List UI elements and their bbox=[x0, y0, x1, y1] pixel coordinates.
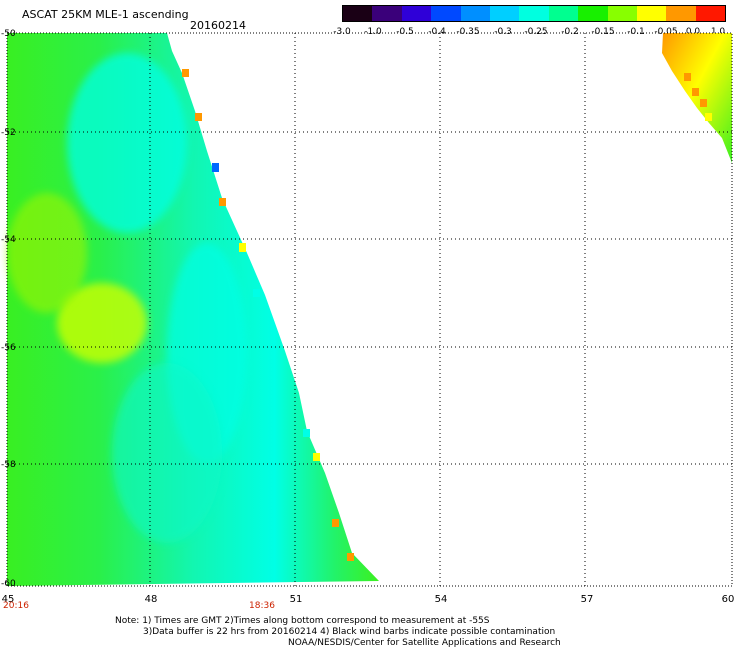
colorbar-label: -0.25 bbox=[524, 27, 548, 37]
colorbar-segment bbox=[578, 6, 608, 21]
lon-label: 45 bbox=[1, 594, 15, 605]
edge-pixel bbox=[182, 69, 189, 77]
colorbar-label: -3.0 bbox=[333, 27, 351, 37]
colorbar-label: -0.2 bbox=[561, 27, 579, 37]
colorbar-segment bbox=[666, 6, 696, 21]
lon-label: 54 bbox=[434, 594, 448, 605]
edge-pixel bbox=[705, 113, 712, 121]
map-date: 20160214 bbox=[190, 19, 246, 32]
cyan-band-lower bbox=[112, 363, 222, 543]
time-label: 18:36 bbox=[249, 601, 275, 611]
yellow-patch bbox=[57, 283, 147, 363]
colorbar-segment bbox=[519, 6, 549, 21]
colorbar-label: -0.1 bbox=[627, 27, 645, 37]
data-swath-right bbox=[662, 33, 732, 163]
colorbar-label: -0.35 bbox=[456, 27, 480, 37]
colorbar-segment bbox=[431, 6, 461, 21]
colorbar-segment bbox=[401, 6, 432, 21]
colorbar-segment bbox=[372, 6, 402, 21]
colorbar-segment bbox=[460, 6, 490, 21]
edge-pixel bbox=[313, 453, 320, 461]
colorbar-segment bbox=[636, 6, 667, 21]
edge-pixel bbox=[219, 198, 226, 206]
lime-patch bbox=[7, 193, 87, 313]
graticule bbox=[7, 33, 732, 586]
lat-label: -56 bbox=[1, 343, 16, 353]
note-line: 3)Data buffer is 22 hrs from 20160214 4)… bbox=[143, 627, 556, 637]
lon-label: 60 bbox=[721, 594, 735, 605]
edge-pixel bbox=[253, 289, 260, 297]
colorbar-segment bbox=[343, 6, 373, 21]
edge-pixel bbox=[692, 88, 699, 96]
colorbar-segment bbox=[489, 6, 520, 21]
edge-pixel bbox=[347, 553, 354, 561]
edge-pixel bbox=[700, 99, 707, 107]
edge-pixel bbox=[239, 243, 246, 252]
time-label: 20:16 bbox=[3, 601, 29, 611]
colorbar-segment bbox=[548, 6, 579, 21]
note-line: Note: 1) Times are GMT 2)Times along bot… bbox=[115, 616, 490, 626]
colorbar bbox=[342, 5, 726, 22]
colorbar-label: -0.4 bbox=[428, 27, 446, 37]
lon-label: 51 bbox=[289, 594, 303, 605]
edge-pixel bbox=[195, 113, 202, 121]
map-title: ASCAT 25KM MLE-1 ascending bbox=[22, 8, 189, 21]
colorbar-label: -0.15 bbox=[591, 27, 615, 37]
lon-label: 48 bbox=[144, 594, 158, 605]
edge-pixel bbox=[684, 73, 691, 81]
colorbar-label: -1.0 bbox=[364, 27, 382, 37]
colorbar-label: -0.5 bbox=[396, 27, 414, 37]
colorbar-label: -0.3 bbox=[494, 27, 512, 37]
lat-label: -60 bbox=[1, 579, 16, 589]
edge-pixel bbox=[212, 163, 219, 172]
lat-label: -58 bbox=[1, 460, 16, 470]
colorbar-label: 1.0 bbox=[710, 27, 726, 37]
note-line: NOAA/NESDIS/Center for Satellite Applica… bbox=[288, 638, 561, 648]
lon-label: 57 bbox=[580, 594, 594, 605]
edge-pixel bbox=[303, 429, 310, 437]
lat-label: -52 bbox=[1, 128, 16, 138]
colorbar-label: -0.05 bbox=[654, 27, 678, 37]
map-plot bbox=[6, 32, 733, 587]
lat-label: -54 bbox=[1, 235, 16, 245]
colorbar-segment bbox=[695, 6, 726, 21]
cyan-band-upper bbox=[67, 53, 187, 233]
colorbar-label: 0.0 bbox=[685, 27, 701, 37]
edge-pixel bbox=[332, 519, 339, 527]
lat-label: -50 bbox=[1, 29, 16, 39]
colorbar-segment bbox=[607, 6, 637, 21]
